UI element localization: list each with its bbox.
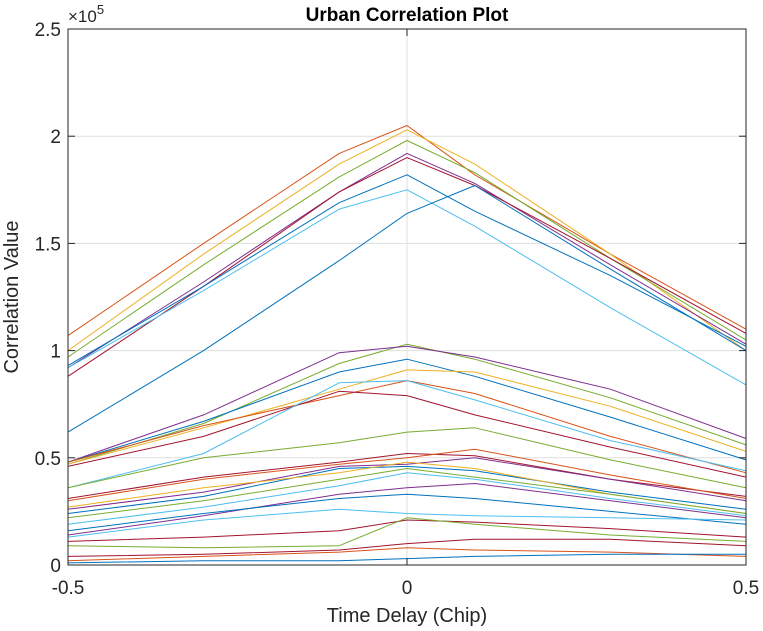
data-series-group bbox=[67, 125, 747, 564]
series-line-20 bbox=[67, 465, 747, 514]
x-axis-label: Time Delay (Chip) bbox=[327, 605, 487, 627]
y-tick-label: 1.5 bbox=[35, 234, 61, 255]
chart-title: Urban Correlation Plot bbox=[306, 5, 509, 26]
y-tick-label: 1 bbox=[50, 342, 61, 363]
series-line-2 bbox=[67, 129, 747, 352]
series-line-27 bbox=[67, 519, 747, 542]
series-line-23 bbox=[67, 472, 747, 525]
y-exponent-base: ×10 bbox=[68, 7, 97, 26]
series-line-11 bbox=[67, 358, 747, 463]
axis-ticks: -0.5 0 0.500.511.522.5 bbox=[35, 20, 760, 599]
series-line-7 bbox=[67, 189, 747, 386]
series-line-25 bbox=[67, 493, 747, 532]
y-tick-label: 2 bbox=[50, 127, 61, 148]
series-line-24 bbox=[67, 483, 747, 536]
series-line-4 bbox=[67, 152, 747, 369]
series-line-15 bbox=[67, 380, 747, 489]
series-line-22 bbox=[67, 468, 747, 519]
y-exponent-label: ×105 bbox=[68, 2, 104, 26]
series-line-9 bbox=[67, 343, 747, 465]
y-axis-label: Correlation Value bbox=[1, 220, 23, 373]
series-line-19 bbox=[67, 457, 747, 510]
series-line-28 bbox=[67, 517, 747, 549]
x-tick-label: 0.5 bbox=[733, 578, 759, 599]
series-line-18 bbox=[67, 448, 747, 502]
series-line-12 bbox=[67, 369, 747, 465]
series-line-16 bbox=[67, 427, 747, 489]
y-exponent-power: 5 bbox=[97, 2, 104, 17]
series-line-8 bbox=[67, 185, 747, 433]
series-line-6 bbox=[67, 174, 747, 367]
series-line-26 bbox=[67, 508, 747, 538]
series-line-29 bbox=[67, 538, 747, 557]
y-tick-label: 0 bbox=[50, 556, 61, 577]
x-tick-label: -0.5 bbox=[52, 578, 85, 599]
series-line-10 bbox=[67, 345, 747, 463]
y-tick-label: 0.5 bbox=[35, 449, 61, 470]
y-tick-label: 2.5 bbox=[35, 20, 61, 41]
series-line-14 bbox=[67, 390, 747, 478]
series-line-30 bbox=[67, 547, 747, 562]
x-tick-label: 0 bbox=[402, 578, 413, 599]
